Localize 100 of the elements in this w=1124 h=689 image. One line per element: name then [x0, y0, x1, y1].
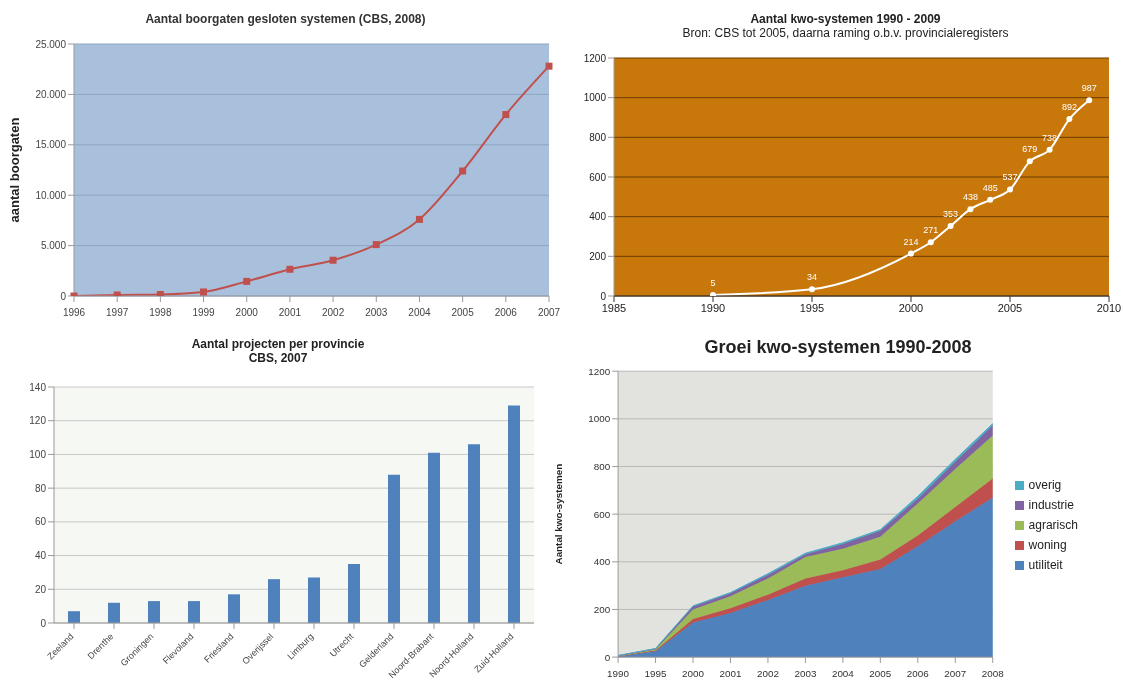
bar — [468, 444, 480, 623]
y-tick-label: 80 — [34, 482, 47, 494]
y-tick-label: 400 — [589, 211, 607, 223]
y-tick-label: 400 — [593, 556, 611, 568]
bar — [108, 602, 120, 623]
data-label: 679 — [1022, 144, 1038, 155]
y-tick-label: 100 — [29, 448, 47, 460]
x-tick-label: 2002 — [321, 307, 345, 318]
y-tick-label: 0 — [60, 290, 67, 302]
bar — [68, 611, 80, 623]
x-tick-label: 2007 — [944, 667, 967, 679]
y-axis-title: Aantal kwo-systemen — [553, 463, 565, 565]
point — [710, 292, 716, 296]
data-label: 438 — [962, 192, 978, 203]
bar — [348, 564, 360, 623]
x-tick-label: 2006 — [494, 307, 518, 318]
point — [545, 62, 553, 70]
point — [415, 215, 423, 223]
x-tick-label: 2004 — [408, 307, 432, 318]
chart-title: Aantal kwo-systemen 1990 - 2009 — [749, 11, 942, 26]
point — [1046, 146, 1053, 153]
x-tick-label: 2001 — [278, 307, 302, 318]
x-tick-label: 2003 — [794, 667, 817, 679]
x-tick-label: 2006 — [906, 667, 930, 679]
data-label: 892 — [1061, 102, 1077, 113]
y-tick-label: 600 — [593, 508, 611, 520]
y-tick-label: 5.000 — [40, 240, 67, 252]
x-tick-label: 2005 — [451, 307, 475, 318]
x-tick-label: 1999 — [192, 307, 216, 318]
point — [502, 111, 510, 119]
y-tick-label: 60 — [34, 516, 47, 528]
point — [908, 250, 914, 257]
x-tick-label: 1998 — [149, 307, 172, 318]
legend-label: woning — [1028, 538, 1067, 552]
x-tick-label: 2004 — [831, 667, 855, 679]
bar — [508, 405, 520, 623]
point — [1066, 116, 1073, 123]
bar — [148, 601, 160, 623]
chart-title: Aantal projecten per provincie CBS, 2007 — [190, 336, 366, 365]
y-tick-label: 200 — [589, 250, 607, 262]
data-label: 987 — [1081, 83, 1097, 94]
y-tick-label: 40 — [34, 550, 47, 562]
x-tick-label: 2005 — [997, 301, 1023, 314]
data-label: 537 — [1002, 172, 1018, 183]
x-tick-label: 1996 — [62, 307, 86, 318]
point — [947, 222, 954, 229]
bar — [388, 474, 400, 623]
x-tick-label: 2000 — [235, 307, 259, 318]
x-tick-label: 2007 — [537, 307, 561, 318]
bar — [308, 577, 320, 623]
x-tick-label: 2000 — [898, 301, 924, 314]
point — [243, 277, 251, 285]
y-tick-label: 120 — [29, 415, 47, 427]
point — [987, 196, 994, 203]
y-tick-label: 15.000 — [35, 139, 67, 151]
x-tick-label: 2000 — [682, 667, 705, 679]
point — [809, 286, 815, 293]
x-tick-label: 1997 — [106, 307, 129, 318]
point — [459, 167, 467, 175]
y-axis-title: aantal boorgaten — [6, 117, 22, 223]
legend-label: overig — [1028, 478, 1062, 492]
y-tick-label: 0 — [40, 617, 47, 629]
data-label: 214 — [903, 236, 919, 247]
x-tick-label: 2002 — [756, 667, 779, 679]
legend-label: agrarisch — [1028, 518, 1078, 532]
y-tick-label: 800 — [593, 461, 611, 472]
chart-title: Aantal boorgaten gesloten systemen (CBS, 2008) — [144, 11, 427, 26]
legend-label: industrie — [1028, 498, 1074, 512]
x-tick-label: 1995 — [644, 667, 668, 679]
legend-label: utiliteit — [1028, 558, 1063, 572]
y-tick-label: 1000 — [588, 413, 611, 425]
data-label: 271 — [923, 225, 939, 236]
point — [927, 239, 934, 246]
bar — [268, 579, 280, 623]
point — [286, 265, 294, 273]
x-tick-label: 2008 — [981, 667, 1005, 679]
y-tick-label: 800 — [589, 131, 607, 143]
y-tick-label: 1200 — [583, 52, 607, 64]
x-tick-label: 2003 — [365, 307, 388, 318]
data-label: 34 — [806, 272, 818, 283]
chart-title: Groei kwo-systemen 1990-2008 — [703, 336, 973, 358]
point — [372, 241, 380, 249]
y-tick-label: 20.000 — [35, 88, 67, 100]
y-tick-label: 1200 — [588, 365, 611, 377]
x-tick-label: 1995 — [799, 301, 825, 314]
bar — [428, 452, 440, 623]
bar — [228, 594, 240, 623]
point — [329, 256, 337, 264]
data-label: 5 — [710, 278, 716, 289]
y-tick-label: 600 — [589, 171, 607, 183]
x-tick-label: 2010 — [1096, 301, 1122, 314]
data-label: 738 — [1042, 132, 1058, 143]
y-tick-label: 1000 — [583, 92, 607, 104]
point — [1026, 158, 1033, 165]
point — [200, 288, 208, 296]
point — [1007, 186, 1013, 193]
y-tick-label: 0 — [600, 290, 607, 302]
point — [156, 290, 164, 296]
data-label: 353 — [943, 208, 959, 219]
y-tick-label: 200 — [593, 603, 611, 615]
